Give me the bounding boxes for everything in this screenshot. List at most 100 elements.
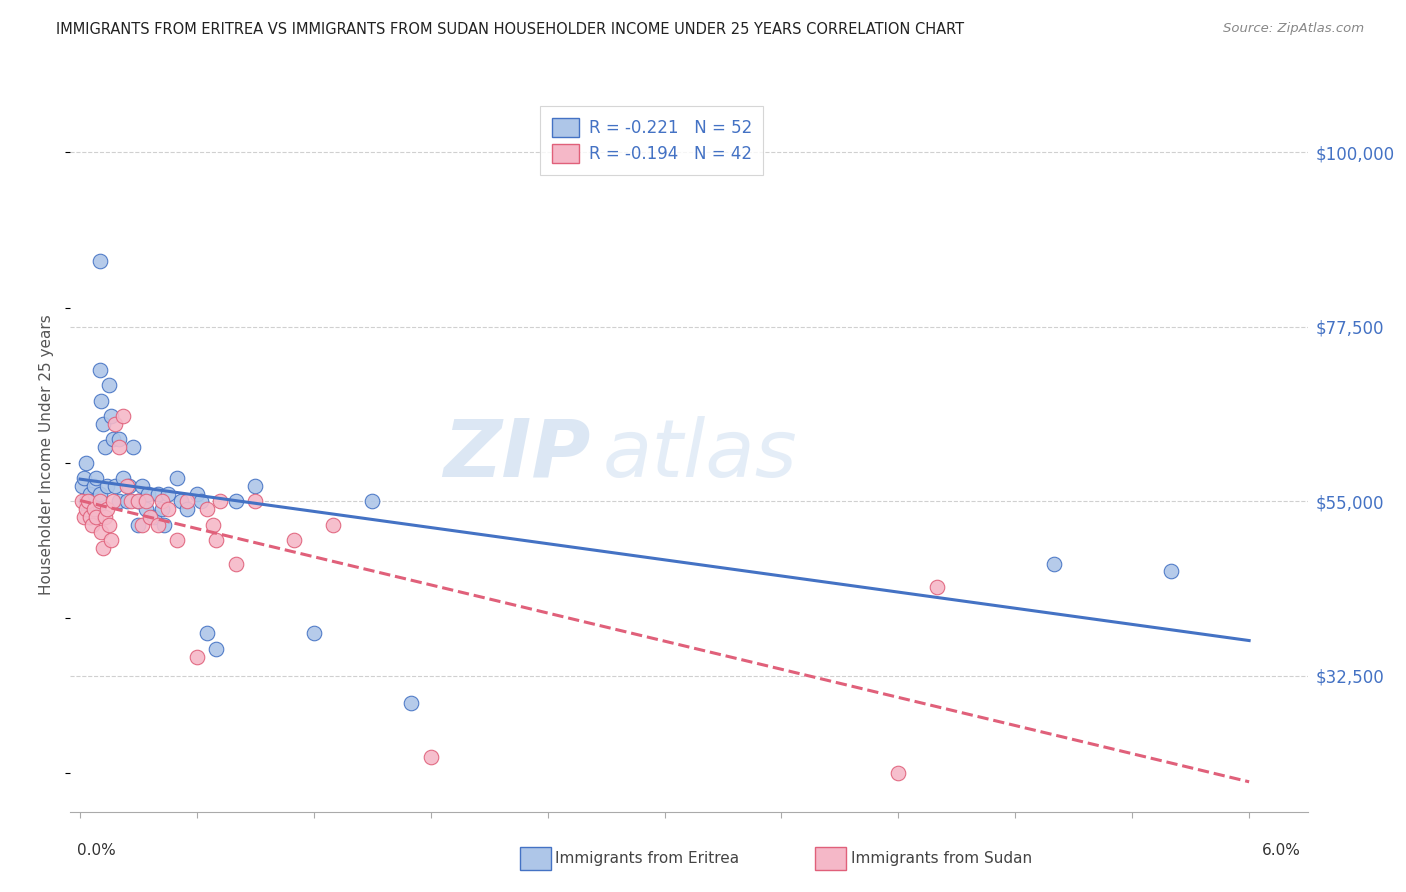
Point bbox=[73, 471, 96, 485]
Point bbox=[96, 479, 118, 493]
Point bbox=[83, 502, 105, 516]
Point bbox=[111, 409, 134, 424]
Point bbox=[115, 494, 138, 508]
Point bbox=[70, 494, 93, 508]
Point bbox=[195, 626, 218, 640]
Point bbox=[176, 502, 198, 516]
Point bbox=[245, 494, 267, 508]
Point bbox=[927, 580, 949, 594]
Point bbox=[108, 494, 131, 508]
Point bbox=[225, 494, 247, 508]
Text: ZIP: ZIP bbox=[443, 416, 591, 494]
Point bbox=[121, 440, 143, 454]
Point bbox=[94, 510, 117, 524]
Point bbox=[128, 517, 150, 532]
Point bbox=[84, 471, 107, 485]
Point bbox=[322, 517, 344, 532]
Text: atlas: atlas bbox=[602, 416, 797, 494]
Point bbox=[75, 456, 97, 470]
Point bbox=[79, 486, 101, 500]
Point bbox=[195, 502, 218, 516]
Point bbox=[186, 486, 208, 500]
Point bbox=[101, 433, 124, 447]
Point bbox=[245, 479, 267, 493]
Point bbox=[201, 517, 224, 532]
Point bbox=[80, 494, 103, 508]
Point bbox=[283, 533, 305, 548]
Point bbox=[131, 479, 153, 493]
Point bbox=[205, 533, 228, 548]
Point bbox=[150, 494, 173, 508]
Point bbox=[83, 479, 105, 493]
Point bbox=[118, 479, 141, 493]
Point bbox=[101, 494, 124, 508]
Point bbox=[131, 517, 153, 532]
Point bbox=[75, 502, 97, 516]
Point bbox=[89, 494, 111, 508]
Point bbox=[401, 696, 423, 710]
Point bbox=[76, 502, 98, 516]
Point bbox=[75, 494, 97, 508]
Point bbox=[136, 486, 159, 500]
Point bbox=[186, 649, 208, 664]
Point bbox=[419, 750, 441, 764]
Point bbox=[98, 378, 121, 392]
Point bbox=[225, 557, 247, 571]
Text: 0.0%: 0.0% bbox=[77, 843, 117, 858]
Point bbox=[94, 440, 117, 454]
Point bbox=[128, 494, 150, 508]
Point bbox=[150, 502, 173, 516]
Point bbox=[96, 502, 118, 516]
Point bbox=[108, 433, 131, 447]
Point bbox=[79, 510, 101, 524]
Point bbox=[887, 766, 910, 780]
Point bbox=[86, 502, 108, 516]
Point bbox=[89, 486, 111, 500]
Text: IMMIGRANTS FROM ERITREA VS IMMIGRANTS FROM SUDAN HOUSEHOLDER INCOME UNDER 25 YEA: IMMIGRANTS FROM ERITREA VS IMMIGRANTS FR… bbox=[56, 22, 965, 37]
Point bbox=[156, 502, 179, 516]
Point bbox=[90, 525, 112, 540]
Point bbox=[166, 533, 188, 548]
Point bbox=[153, 517, 176, 532]
Point bbox=[176, 494, 198, 508]
Point bbox=[146, 486, 169, 500]
Point bbox=[143, 510, 166, 524]
Point bbox=[302, 626, 325, 640]
Point bbox=[115, 479, 138, 493]
Point bbox=[90, 393, 112, 408]
Point bbox=[111, 471, 134, 485]
Point bbox=[70, 479, 93, 493]
Point bbox=[98, 517, 121, 532]
Point bbox=[120, 494, 142, 508]
Point bbox=[156, 486, 179, 500]
Point bbox=[209, 494, 232, 508]
Point bbox=[1043, 557, 1066, 571]
Point bbox=[135, 502, 157, 516]
Text: Immigrants from Sudan: Immigrants from Sudan bbox=[851, 852, 1032, 866]
Point bbox=[100, 409, 122, 424]
Point bbox=[100, 533, 122, 548]
Point bbox=[1160, 564, 1182, 578]
Point bbox=[166, 471, 188, 485]
Point bbox=[170, 494, 193, 508]
Y-axis label: Householder Income Under 25 years: Householder Income Under 25 years bbox=[39, 315, 55, 595]
Point bbox=[128, 494, 150, 508]
Point bbox=[93, 541, 115, 555]
Text: 6.0%: 6.0% bbox=[1261, 843, 1301, 858]
Point bbox=[104, 417, 127, 431]
Point bbox=[135, 494, 157, 508]
Point bbox=[146, 517, 169, 532]
Point bbox=[361, 494, 384, 508]
Point bbox=[190, 494, 212, 508]
Point bbox=[89, 362, 111, 376]
Point bbox=[84, 510, 107, 524]
Point bbox=[76, 494, 98, 508]
Legend: R = -0.221   N = 52, R = -0.194   N = 42: R = -0.221 N = 52, R = -0.194 N = 42 bbox=[540, 106, 763, 175]
Point bbox=[73, 510, 96, 524]
Point bbox=[108, 440, 131, 454]
Point bbox=[79, 510, 101, 524]
Point bbox=[80, 517, 103, 532]
Point bbox=[205, 641, 228, 656]
Point bbox=[104, 479, 127, 493]
Point bbox=[89, 254, 111, 268]
